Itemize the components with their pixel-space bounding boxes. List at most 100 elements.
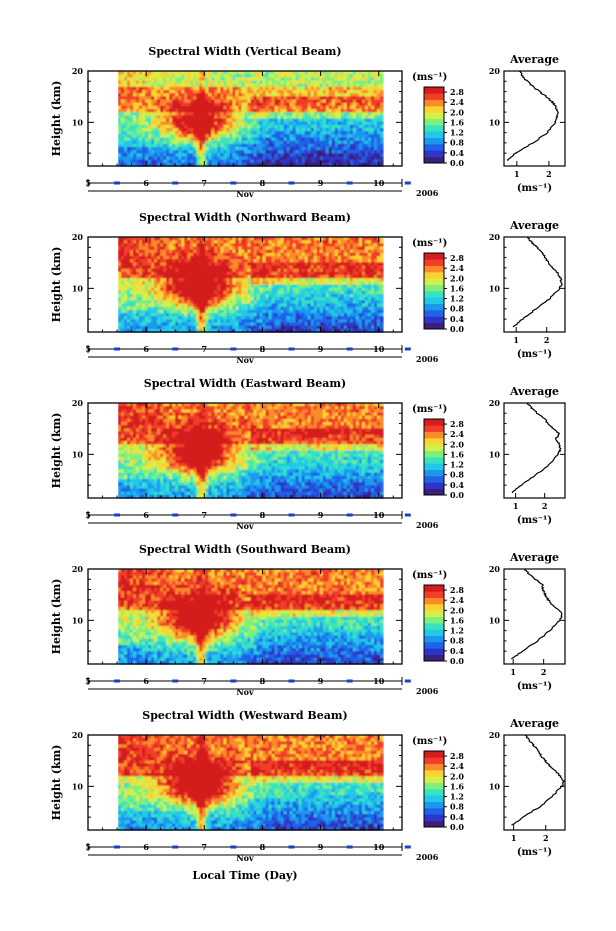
heatmap-cell xyxy=(247,93,252,97)
heatmap-cell xyxy=(325,153,330,158)
heatmap-cell xyxy=(298,153,303,158)
heatmap-cell xyxy=(175,71,179,75)
heatmap-cell xyxy=(136,322,140,327)
heatmap-cell xyxy=(346,102,351,107)
heatmap-cell xyxy=(376,80,381,85)
heatmap-cell xyxy=(160,284,164,289)
heatmap-cell xyxy=(127,316,131,320)
heatmap-cell xyxy=(163,309,167,314)
data-marker xyxy=(230,181,237,185)
heatmap-cell xyxy=(175,128,179,132)
heatmap-cell xyxy=(139,99,143,104)
heatmap-cell xyxy=(118,147,122,151)
heatmap-cell xyxy=(202,259,206,263)
heatmap-cell xyxy=(289,99,294,104)
heatmap-cell xyxy=(142,306,146,311)
heatmap-cell xyxy=(259,77,264,82)
heatmap-cell xyxy=(238,102,243,107)
heatmap-cell xyxy=(223,71,228,75)
heatmap-cell xyxy=(205,134,209,139)
heatmap-cell xyxy=(211,287,215,292)
heatmap-cell xyxy=(214,259,218,263)
heatmap-cell xyxy=(142,109,146,113)
heatmap-cell xyxy=(121,80,125,85)
heatmap-cell xyxy=(175,256,179,260)
heatmap-cell xyxy=(232,74,237,78)
heatmap-cell xyxy=(199,325,203,330)
y-tick-label: 20 xyxy=(72,66,84,76)
heatmap-cell xyxy=(250,77,255,82)
heatmap-cell xyxy=(133,252,137,257)
heatmap-cell xyxy=(148,306,152,311)
heatmap-cell xyxy=(127,105,131,110)
heatmap-cell xyxy=(259,156,264,161)
heatmap-cell xyxy=(124,71,128,75)
heatmap-cell xyxy=(217,246,221,251)
heatmap-cell xyxy=(358,118,363,123)
heatmap-cell xyxy=(121,153,125,158)
heatmap-cell xyxy=(166,249,170,254)
heatmap-cell xyxy=(292,93,297,97)
heatmap-cell xyxy=(124,322,128,327)
heatmap-cell xyxy=(310,137,315,142)
heatmap-cell xyxy=(145,118,149,123)
heatmap-cell xyxy=(289,71,294,75)
heatmap-cell xyxy=(187,306,191,311)
heatmap-cell xyxy=(127,74,131,78)
heatmap-cell xyxy=(220,316,224,320)
heatmap-cell xyxy=(298,131,303,135)
heatmap-cell xyxy=(127,243,131,248)
heatmap-cell xyxy=(184,118,188,123)
heatmap-cell xyxy=(229,93,234,97)
heatmap-cell xyxy=(277,147,282,151)
heatmap-cell xyxy=(157,153,161,158)
heatmap-cell xyxy=(310,80,315,85)
heatmap-cell xyxy=(337,93,342,97)
heatmap-cell xyxy=(355,112,360,116)
heatmap-cell xyxy=(166,102,170,107)
heatmap-cell xyxy=(175,259,179,263)
heatmap-cell xyxy=(178,278,182,282)
heatmap-cell xyxy=(358,153,363,158)
heatmap-cell xyxy=(364,105,369,110)
heatmap-cell xyxy=(376,153,381,158)
heatmap-cell xyxy=(268,105,273,110)
heatmap-cell xyxy=(145,131,149,135)
heatmap-cell xyxy=(292,90,297,94)
heatmap-cell xyxy=(220,105,224,110)
heatmap-cell xyxy=(199,249,203,254)
heatmap-cell xyxy=(274,102,279,107)
heatmap-cell xyxy=(175,83,179,88)
heatmap-cell xyxy=(190,319,194,324)
heatmap-cell xyxy=(223,153,228,158)
heatmap-cell xyxy=(295,140,300,145)
heatmap-cell xyxy=(337,74,342,78)
heatmap-cell xyxy=(124,162,128,167)
heatmap-cell xyxy=(226,112,231,116)
heatmap-cell xyxy=(235,77,240,82)
heatmap-cell xyxy=(130,131,134,135)
heatmap-cell xyxy=(136,96,140,101)
heatmap-cell xyxy=(118,306,122,311)
heatmap-cell xyxy=(217,159,221,164)
heatmap-cell xyxy=(181,278,185,282)
heatmap-cell xyxy=(160,237,164,241)
heatmap-cell xyxy=(181,294,185,298)
heatmap-cell xyxy=(184,121,188,126)
heatmap-cell xyxy=(166,159,170,164)
heatmap-cell xyxy=(202,256,206,260)
heatmap-cell xyxy=(118,80,122,85)
heatmap-cell xyxy=(298,102,303,107)
heatmap-cell xyxy=(205,259,209,263)
heatmap-cell xyxy=(169,313,173,317)
heatmap-cell xyxy=(235,102,240,107)
heatmap-cell xyxy=(166,99,170,104)
heatmap-cell xyxy=(133,237,137,241)
heatmap-cell xyxy=(157,77,161,82)
heatmap-cell xyxy=(145,287,149,292)
heatmap-cell xyxy=(358,105,363,110)
heatmap-cell xyxy=(169,121,173,126)
heatmap-cell xyxy=(355,77,360,82)
heatmap-cell xyxy=(175,281,179,286)
heatmap-cell xyxy=(322,112,327,116)
